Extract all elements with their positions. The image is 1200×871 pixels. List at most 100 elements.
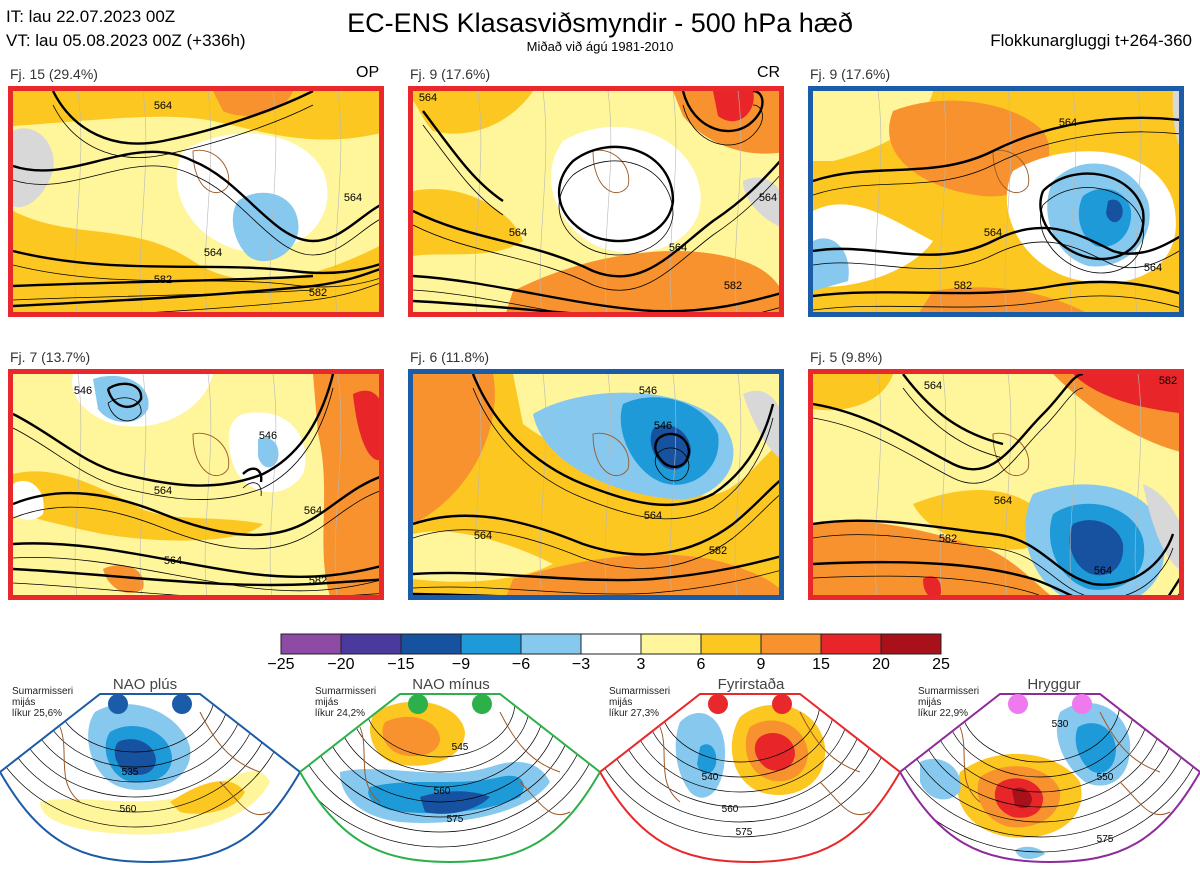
- regime-1-note: Sumarmisseri mijás líkur 25,6%: [12, 686, 73, 719]
- coastline: [192, 149, 230, 194]
- thin-height-contour: [52, 104, 314, 158]
- regime-anomaly-area: [754, 733, 795, 771]
- contour-label: 582: [309, 287, 327, 299]
- regime-map-nao-plus[interactable]: 535 560: [0, 672, 300, 871]
- panel-1-svg: 564 564 582 582 564: [13, 91, 379, 312]
- graticule-line: [269, 374, 277, 595]
- contour-label: 564: [509, 227, 527, 239]
- regime-contour-label: 550: [1097, 772, 1114, 783]
- anomaly-area: [506, 251, 779, 312]
- regime-1-name: NAO plús: [112, 676, 178, 693]
- colorbar-tick-label: −6: [511, 656, 531, 673]
- panel-5-svg: 546 564 564 582 546: [413, 374, 779, 595]
- anomaly-area: [1143, 484, 1179, 569]
- regime-1-note-line2: mijás: [12, 697, 36, 708]
- thick-height-contour: [106, 382, 143, 409]
- colorbar-segment: [820, 633, 882, 655]
- colorbar-segment: [520, 633, 582, 655]
- anomaly-area: [1069, 520, 1124, 576]
- regime-marker-dot-right: [772, 694, 792, 714]
- anomaly-area: [813, 238, 849, 291]
- regime-height-contour: [24, 694, 246, 783]
- regime-height-contour: [0, 694, 276, 813]
- colorbar-tick-label: 20: [872, 656, 890, 673]
- regime-map-blocking[interactable]: 540 560 575: [600, 672, 900, 871]
- thick-height-contour: [813, 519, 1175, 586]
- thick-height-contour: [813, 116, 1179, 183]
- colorbar-tick-label: −3: [571, 656, 591, 673]
- thick-height-contour: [1167, 577, 1179, 595]
- panel-1-tag: OP: [356, 64, 380, 81]
- graticule-line: [874, 91, 882, 312]
- thin-height-contour: [472, 387, 774, 520]
- thin-height-contour: [813, 131, 1179, 196]
- contour-label: 546: [259, 430, 277, 442]
- thick-height-contour: [413, 555, 779, 582]
- regime-4-note-line1: Sumarmisseri: [918, 686, 980, 697]
- thin-height-contour: [413, 315, 784, 317]
- regime-2-name: NAO mínus: [412, 676, 490, 693]
- regime-4-note-line3: líkur 22,9%: [918, 708, 969, 719]
- anomaly-area: [1073, 374, 1179, 413]
- graticule-line: [1004, 374, 1012, 595]
- panel-5-label: Fj. 6 (11.8%): [410, 349, 490, 365]
- thin-height-contour: [413, 289, 779, 312]
- regime-map-nao-minus[interactable]: 545 560 575: [300, 672, 600, 871]
- anomaly-area: [413, 531, 553, 582]
- contour-label: 582: [724, 280, 742, 292]
- graticule-line: [139, 91, 147, 312]
- anomaly-area: [506, 554, 779, 595]
- panel-6-svg: 564 564 582 564 582: [813, 374, 1179, 595]
- graticule-line: [334, 91, 342, 312]
- thick-height-contour: [654, 432, 691, 469]
- thick-height-contour: [13, 150, 379, 243]
- regime-frame: [300, 693, 600, 864]
- thin-height-contour: [1040, 187, 1144, 274]
- regime-coastline: [359, 711, 571, 816]
- panel-2-svg: 564 564 564 582 582 564: [413, 91, 784, 317]
- thick-height-contour: [813, 280, 1179, 298]
- scenario-map-5[interactable]: 546 564 564 582 546: [408, 369, 784, 600]
- anomaly-area: [103, 565, 144, 593]
- anomaly-area: [889, 100, 1050, 197]
- thick-height-contour: [413, 299, 571, 312]
- thick-height-contour: [13, 542, 379, 578]
- regime-height-contour: [54, 694, 216, 753]
- contour-label: 564: [984, 227, 1002, 239]
- panel-3-label: Fj. 9 (17.6%): [810, 66, 891, 82]
- contour-label: 564: [1094, 565, 1112, 577]
- regime-contour-label: 575: [736, 827, 753, 838]
- colorbar-segment: [460, 633, 522, 655]
- thin-height-contour: [413, 570, 779, 595]
- contour-label: 564: [669, 242, 687, 254]
- anomaly-colorbar: [280, 633, 942, 655]
- regime-2-note-line1: Sumarmisseri: [315, 686, 377, 697]
- thick-height-contour: [13, 476, 379, 537]
- regime-anomaly-area: [420, 791, 490, 814]
- regime-1-content: 535 560: [0, 694, 300, 862]
- regime-height-contour: [900, 694, 1200, 853]
- regime-contour-label: 545: [452, 742, 469, 753]
- graticule-line: [939, 91, 947, 312]
- regime-map-ridge[interactable]: 530 550 575: [900, 672, 1200, 871]
- regime-anomaly-area: [114, 739, 156, 775]
- contour-label: 582: [709, 545, 727, 557]
- thin-height-contour: [813, 387, 1084, 484]
- regime-anomaly-area: [1015, 846, 1045, 859]
- page-subtitle: Miðað við ágú 1981-2010: [526, 39, 674, 54]
- scenario-map-1[interactable]: 564 564 582 582 564: [8, 86, 384, 317]
- contour-label: 564: [759, 192, 777, 204]
- scenario-map-2[interactable]: 564 564 564 582 582 564: [408, 86, 784, 317]
- scenario-map-3[interactable]: 564 564 582 564: [808, 86, 1184, 317]
- regime-marker-dot-right: [1072, 694, 1092, 714]
- thick-height-contour: [413, 479, 779, 556]
- regime-anomaly-area: [1012, 787, 1032, 809]
- regime-height-contour: [300, 694, 600, 848]
- scenario-map-4[interactable]: 564 546 564 582 564 546: [8, 369, 384, 600]
- scenario-map-6[interactable]: 564 564 582 564 582: [808, 369, 1184, 600]
- thick-height-contour: [51, 91, 314, 145]
- contour-label: 582: [564, 314, 582, 317]
- thin-height-contour: [154, 283, 379, 312]
- panel-6-label: Fj. 5 (9.8%): [810, 349, 883, 365]
- regime-height-contour: [0, 694, 291, 828]
